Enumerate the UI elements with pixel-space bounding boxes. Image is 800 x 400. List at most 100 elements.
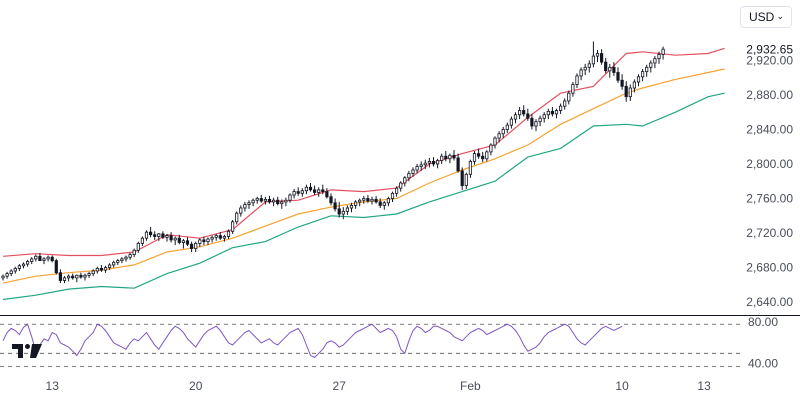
candle-body [653, 58, 657, 64]
candle-body [255, 198, 259, 201]
candle [608, 63, 612, 78]
candle [25, 259, 30, 267]
candle [144, 230, 149, 241]
candle-body [42, 258, 46, 262]
candle-body [321, 189, 325, 192]
candle-body [222, 236, 226, 239]
candle-body [87, 273, 91, 276]
candle [632, 79, 637, 93]
candle-body [276, 199, 280, 205]
candle-body [489, 144, 493, 153]
candle [120, 257, 124, 264]
candle-body [587, 63, 591, 68]
candle-body [657, 53, 661, 60]
candle [472, 151, 477, 165]
time-tick-label: Feb [460, 379, 481, 393]
candle-body [185, 240, 190, 245]
candle [62, 276, 67, 284]
last-price-label: 2,932.65 [746, 42, 793, 56]
candle-body [394, 187, 399, 194]
candle-body [604, 61, 608, 72]
candle-body [407, 173, 411, 179]
candle-body [202, 239, 206, 243]
candle [476, 148, 481, 159]
candle-body [341, 211, 345, 215]
candle-body [378, 201, 382, 206]
candle-body [25, 261, 30, 265]
candle [259, 195, 263, 203]
price-tick-label: 2,800.00 [746, 157, 793, 171]
candle [661, 46, 665, 60]
candle [267, 195, 272, 204]
candle [79, 272, 83, 279]
candle-body [103, 267, 108, 271]
candle [116, 258, 120, 265]
candle [99, 264, 103, 272]
candle-body [189, 243, 194, 249]
candle [235, 211, 239, 225]
candle-body [325, 191, 329, 198]
candle-body [54, 260, 58, 274]
candle-body [345, 207, 350, 212]
tradingview-logo-icon[interactable] [12, 344, 42, 358]
candle [140, 236, 144, 246]
candle [419, 161, 423, 171]
candle [583, 63, 587, 76]
candle-body [304, 186, 309, 192]
candle-body [173, 237, 177, 241]
candle-body [628, 87, 632, 98]
candle-body [559, 105, 563, 111]
candle-body [206, 238, 210, 243]
candle [620, 74, 624, 90]
bollinger-basis-line [2, 68, 725, 284]
candle-body [374, 198, 378, 203]
candle-body [165, 235, 169, 238]
candle [321, 184, 325, 195]
candle [489, 143, 493, 156]
candle-body [600, 53, 604, 63]
candle-body [624, 85, 628, 98]
candle-body [435, 160, 440, 165]
candle [358, 198, 362, 207]
candle-body [645, 66, 649, 73]
candle [181, 239, 185, 249]
candle-body [534, 121, 538, 127]
candle [505, 122, 509, 133]
candle-body [448, 154, 452, 160]
candle-body [292, 191, 296, 196]
candle-body [423, 162, 427, 166]
candle-body [62, 277, 67, 281]
candle [374, 195, 378, 204]
candle-body [505, 124, 509, 130]
candle [526, 108, 530, 121]
candle [284, 197, 288, 207]
candle [399, 181, 403, 192]
candle [296, 187, 300, 196]
candle-body [108, 264, 112, 268]
candle [518, 107, 522, 120]
candle [628, 84, 632, 101]
candle [218, 232, 222, 240]
candle [112, 260, 116, 268]
candle [132, 248, 136, 258]
candle-body [13, 267, 17, 272]
candle [649, 60, 653, 73]
candle-body [468, 160, 473, 175]
candle-body [308, 186, 313, 191]
candle-body [616, 72, 620, 81]
candle [563, 98, 567, 110]
candle [9, 269, 13, 277]
candle [58, 269, 63, 284]
candle [243, 201, 247, 212]
candle [230, 220, 235, 234]
candle-body [641, 71, 645, 78]
candle [173, 236, 177, 246]
rsi-pane: 40.00 80.00 [0, 315, 778, 371]
candle [612, 62, 616, 76]
candle [263, 196, 268, 205]
candle-body [366, 198, 370, 202]
currency-label: USD [749, 10, 775, 24]
bollinger-bands [2, 47, 725, 301]
currency-select[interactable]: USD ⌄ [740, 6, 792, 28]
